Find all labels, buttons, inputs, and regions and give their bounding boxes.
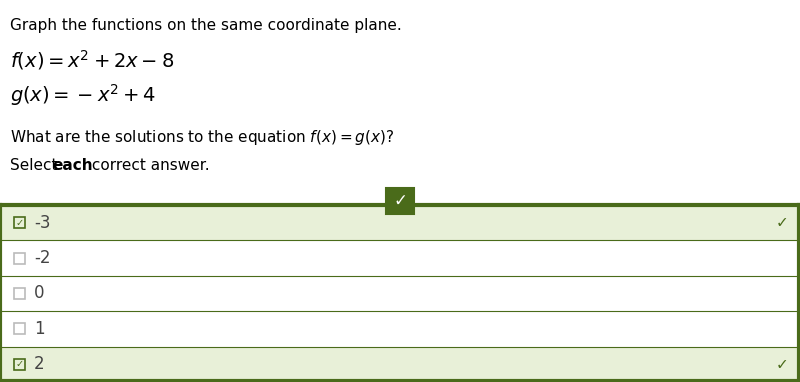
- Bar: [0, 346, 800, 382]
- Text: -3: -3: [34, 214, 50, 232]
- Text: 0: 0: [34, 285, 45, 303]
- Bar: [14, 253, 25, 264]
- Text: correct answer.: correct answer.: [87, 158, 210, 173]
- Bar: [0, 276, 800, 311]
- Bar: [14, 288, 25, 299]
- Text: $\mathit{g}(\mathit{x}) = -\mathit{x}^2 + 4$: $\mathit{g}(\mathit{x}) = -\mathit{x}^2 …: [10, 82, 156, 108]
- Bar: [14, 324, 25, 334]
- Text: ✓: ✓: [775, 215, 788, 230]
- Text: $\mathit{f}(\mathit{x}) = \mathit{x}^2 + 2\mathit{x} - 8$: $\mathit{f}(\mathit{x}) = \mathit{x}^2 +…: [10, 48, 174, 72]
- Bar: [14, 359, 25, 370]
- Text: 2: 2: [34, 355, 45, 373]
- Text: What are the solutions to the equation $\mathit{f}(\mathit{x}) = \mathit{g}(\mat: What are the solutions to the equation $…: [10, 128, 394, 147]
- Bar: [0, 205, 800, 240]
- Bar: [386, 188, 414, 214]
- Text: Graph the functions on the same coordinate plane.: Graph the functions on the same coordina…: [10, 18, 402, 33]
- Text: 1: 1: [34, 320, 45, 338]
- Text: ✓: ✓: [15, 218, 23, 228]
- Text: each: each: [52, 158, 93, 173]
- Text: ✓: ✓: [393, 192, 407, 210]
- Bar: [0, 311, 800, 346]
- Bar: [14, 217, 25, 228]
- Text: -2: -2: [34, 249, 50, 267]
- Text: ✓: ✓: [775, 357, 788, 372]
- Bar: [0, 240, 800, 276]
- Text: ✓: ✓: [15, 359, 23, 369]
- Text: Select: Select: [10, 158, 62, 173]
